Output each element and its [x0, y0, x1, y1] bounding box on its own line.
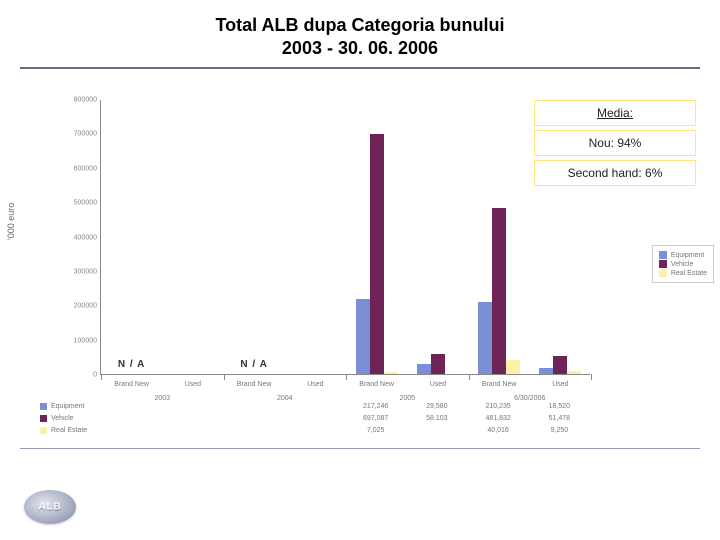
bar: [384, 372, 398, 374]
x-category-label: Brand New: [237, 381, 272, 388]
logo-ellipse: ALB: [24, 490, 76, 524]
table-cell: 58,103: [406, 415, 467, 422]
table-series-name: Real Estate: [51, 427, 87, 434]
page-title: Total ALB dupa Categoria bunului 2003 - …: [0, 0, 720, 59]
title-line-2: 2003 - 30. 06. 2006: [0, 37, 720, 60]
y-tick: 600000: [59, 165, 97, 172]
na-label: N / A: [224, 359, 285, 370]
legend-swatch: [659, 260, 667, 268]
bar: [370, 134, 384, 374]
bar: [478, 302, 492, 374]
table-swatch: [40, 403, 47, 410]
x-category-label: Used: [185, 381, 201, 388]
table-series-name: Equipment: [51, 403, 84, 410]
bar: [567, 371, 581, 374]
table-row-label: Vehicle: [40, 415, 112, 422]
table-swatch: [40, 415, 47, 422]
bottom-divider: [20, 448, 700, 449]
legend-label: Vehicle: [671, 261, 694, 268]
title-divider: [20, 67, 700, 69]
table-row-label: Equipment: [40, 403, 112, 410]
x-category-label: Brand New: [114, 381, 149, 388]
y-tick: 200000: [59, 303, 97, 310]
y-tick: 300000: [59, 268, 97, 275]
table-swatch: [40, 427, 47, 434]
table-row: Real Estate7,02540,0169,250: [100, 424, 600, 436]
table-row-label: Real Estate: [40, 427, 112, 434]
legend-item: Real Estate: [659, 269, 707, 277]
table-cell: 18,520: [529, 403, 590, 410]
y-tick: 800000: [59, 97, 97, 104]
x-category-label: Brand New: [359, 381, 394, 388]
legend-swatch: [659, 269, 667, 277]
table-series-name: Vehicle: [51, 415, 74, 422]
bar: [356, 299, 370, 374]
table-cell: 7,025: [345, 427, 406, 434]
table-cell: 29,580: [406, 403, 467, 410]
x-category-label: Used: [552, 381, 568, 388]
table-cell: 40,016: [468, 427, 529, 434]
table-cell: 697,087: [345, 415, 406, 422]
table-row: Vehicle697,08758,103481,83251,478: [100, 412, 600, 424]
data-table: Equipment217,24629,580210,23518,520Vehic…: [40, 400, 600, 436]
legend-swatch: [659, 251, 667, 259]
y-tick: 500000: [59, 200, 97, 207]
table-cell: 481,832: [468, 415, 529, 422]
title-line-1: Total ALB dupa Categoria bunului: [0, 14, 720, 37]
plot-area: 0100000200000300000400000500000600000700…: [100, 100, 590, 375]
table-cell: 9,250: [529, 427, 590, 434]
bar: [539, 368, 553, 374]
y-tick: 100000: [59, 337, 97, 344]
bar: [506, 360, 520, 374]
table-cell: 210,235: [468, 403, 529, 410]
bar: [492, 208, 506, 374]
legend-label: Real Estate: [671, 270, 707, 277]
legend-label: Equipment: [671, 252, 704, 259]
table-cell: 51,478: [529, 415, 590, 422]
na-label: N / A: [101, 359, 162, 370]
y-axis-label: '000 euro: [6, 203, 16, 240]
legend-item: Equipment: [659, 251, 707, 259]
table-row: Equipment217,24629,580210,23518,520: [100, 400, 600, 412]
logo-text: ALB: [38, 502, 62, 513]
y-tick: 0: [59, 372, 97, 379]
y-tick: 400000: [59, 234, 97, 241]
x-category-label: Used: [430, 381, 446, 388]
bar: [431, 354, 445, 374]
chart-legend: Equipment Vehicle Real Estate: [652, 245, 714, 283]
alb-logo: ALB: [24, 490, 76, 524]
bar-chart: '000 euro 010000020000030000040000050000…: [40, 100, 600, 440]
y-tick: 700000: [59, 131, 97, 138]
x-category-label: Used: [307, 381, 323, 388]
legend-item: Vehicle: [659, 260, 707, 268]
bar: [553, 356, 567, 374]
table-cell: 217,246: [345, 403, 406, 410]
bar: [417, 364, 431, 374]
x-category-label: Brand New: [482, 381, 517, 388]
